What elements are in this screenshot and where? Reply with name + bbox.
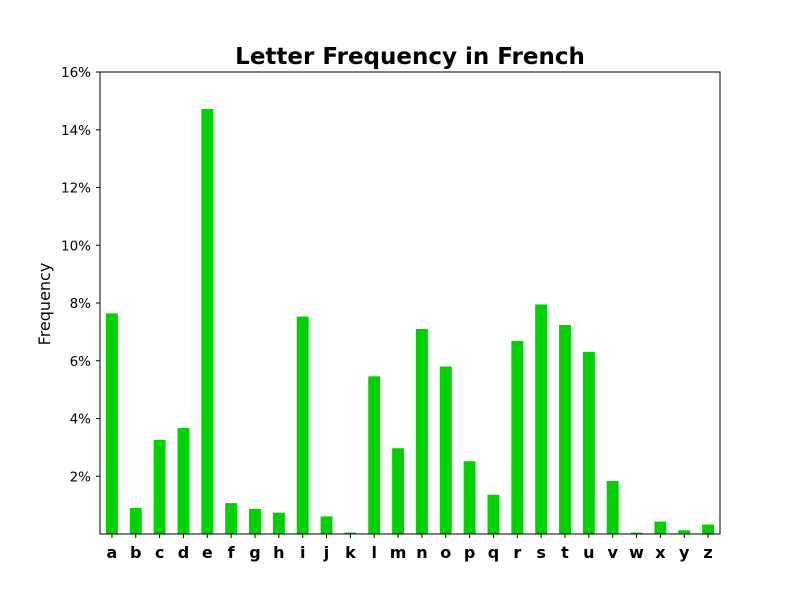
bar-g <box>249 508 261 534</box>
bar-y <box>678 530 691 534</box>
bar-w <box>630 532 643 534</box>
x-tick-label-w: w <box>629 543 644 562</box>
bar-r <box>511 340 524 534</box>
x-tick-label-j: j <box>323 543 329 562</box>
x-tick-label-s: s <box>536 543 546 562</box>
x-tick-label-b: b <box>130 543 141 562</box>
bar-z <box>702 524 715 534</box>
bar-e <box>201 108 214 535</box>
y-tick-label-14: 14% <box>61 123 91 139</box>
bar-p <box>463 461 476 534</box>
y-tick-label-10: 10% <box>61 238 91 254</box>
y-tick-label-6: 6% <box>70 354 92 370</box>
y-axis-ticks: 2% 4% 6% 8% 10% 12% 14% 16% <box>61 65 100 485</box>
x-tick-label-r: r <box>513 543 521 562</box>
bar-s <box>535 304 548 534</box>
bar-series <box>105 108 715 535</box>
plot-area-frame <box>99 71 721 535</box>
bar-h <box>272 512 285 534</box>
bar-v <box>606 480 619 534</box>
bar-f <box>225 503 238 534</box>
bar-b <box>129 508 142 534</box>
x-tick-label-g: g <box>249 543 260 562</box>
y-tick-label-4: 4% <box>70 412 92 428</box>
y-tick-label-12: 12% <box>61 181 91 197</box>
x-tick-label-v: v <box>607 543 618 562</box>
bar-a <box>105 313 118 534</box>
bar-u <box>582 351 595 534</box>
x-tick-label-m: m <box>390 543 407 562</box>
x-tick-label-z: z <box>703 543 712 562</box>
bar-k <box>344 532 357 534</box>
bar-x <box>654 521 667 534</box>
y-axis-label: Frequency <box>35 263 54 346</box>
x-tick-label-q: q <box>488 543 499 562</box>
x-tick-label-t: t <box>561 543 569 562</box>
x-tick-label-i: i <box>300 543 305 562</box>
x-tick-label-c: c <box>155 543 164 562</box>
bar-l <box>368 376 381 534</box>
bar-j <box>320 516 333 534</box>
bar-c <box>153 439 166 534</box>
y-tick-label-16: 16% <box>61 65 91 81</box>
x-tick-label-d: d <box>178 543 189 562</box>
bar-n <box>415 328 428 534</box>
y-tick-label-8: 8% <box>70 296 92 312</box>
x-tick-label-x: x <box>655 543 666 562</box>
x-tick-label-f: f <box>228 543 236 562</box>
x-tick-label-n: n <box>416 543 427 562</box>
chart-title: Letter Frequency in French <box>235 44 585 70</box>
bar-m <box>392 448 405 534</box>
bar-o <box>439 366 452 534</box>
x-tick-label-k: k <box>345 543 356 562</box>
x-tick-label-h: h <box>273 543 284 562</box>
bar-d <box>177 428 190 534</box>
y-tick-label-2: 2% <box>70 469 92 485</box>
x-tick-label-l: l <box>371 543 376 562</box>
x-tick-label-u: u <box>583 543 594 562</box>
bar-q <box>487 494 500 534</box>
x-tick-label-y: y <box>679 543 690 562</box>
x-tick-label-a: a <box>107 543 118 562</box>
x-tick-label-e: e <box>202 543 213 562</box>
x-tick-label-p: p <box>464 543 475 562</box>
x-tick-label-o: o <box>440 543 451 562</box>
bar-i <box>296 316 309 534</box>
bar-t <box>559 324 571 534</box>
